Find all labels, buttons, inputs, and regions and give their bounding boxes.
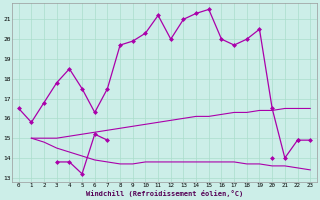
X-axis label: Windchill (Refroidissement éolien,°C): Windchill (Refroidissement éolien,°C) bbox=[86, 190, 243, 197]
